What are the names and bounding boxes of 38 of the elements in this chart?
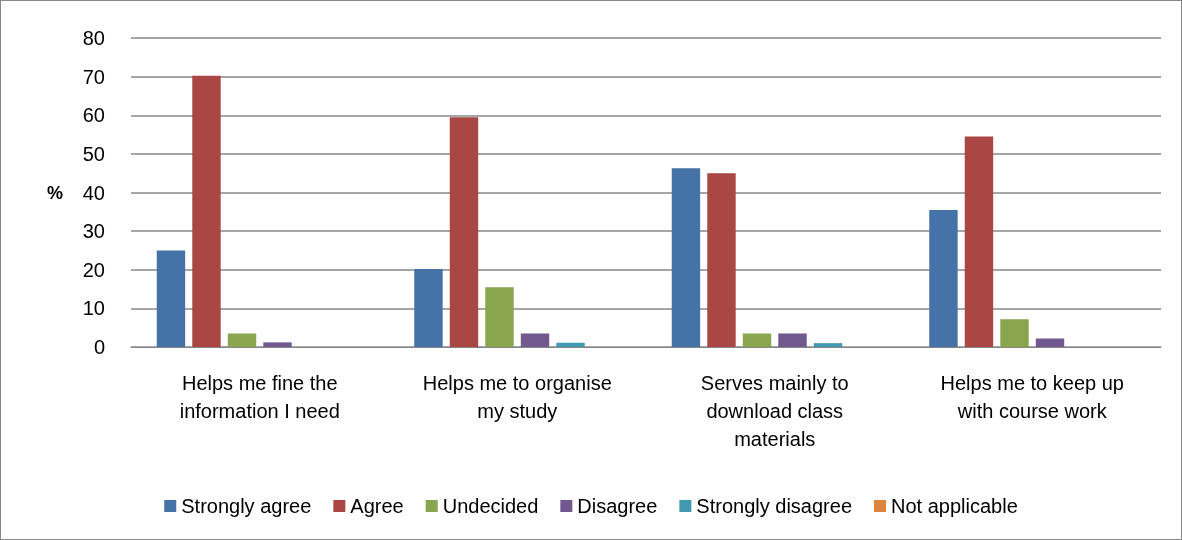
bar (778, 333, 807, 347)
bar (1000, 319, 1029, 347)
bar (227, 333, 257, 347)
y-tick-label: 20 (82, 258, 105, 281)
legend-label: Not applicable (891, 495, 1018, 517)
bar (813, 343, 843, 347)
y-tick-label: 70 (82, 65, 105, 88)
bar (156, 250, 186, 347)
y-tick-label: 80 (82, 27, 105, 49)
y-tick-label: 60 (82, 104, 105, 127)
bar (556, 342, 585, 347)
y-tick-label: 50 (82, 142, 105, 165)
bar (520, 333, 550, 347)
bar (671, 168, 701, 347)
x-tick-label: Helps me to keep up with course work (940, 372, 1124, 422)
x-tick-label: Serves mainly to download class materials (700, 372, 849, 450)
bar (192, 75, 221, 347)
x-tick-label: Helps me fine the information I need (179, 372, 340, 422)
y-tick-label: 30 (82, 220, 105, 243)
legend-label: Disagree (577, 495, 658, 517)
bar (449, 117, 479, 347)
legend-label: Strongly agree (181, 495, 312, 517)
legend-label: Agree (350, 495, 404, 517)
bar (742, 333, 772, 347)
bar (707, 173, 736, 347)
bar (1035, 338, 1065, 347)
legend-label: Strongly disagree (696, 495, 853, 517)
legend-label: Undecided (442, 495, 539, 517)
bar (929, 209, 958, 347)
y-tick-label: 10 (82, 297, 105, 320)
bar (964, 136, 994, 347)
bar (485, 287, 514, 347)
y-tick-label: 40 (82, 181, 105, 204)
y-axis-title: % (46, 182, 63, 203)
x-tick-label: Helps me to organise my study (422, 372, 612, 422)
y-tick-label: 0 (93, 336, 105, 358)
bar (263, 342, 292, 347)
bar (414, 268, 443, 347)
